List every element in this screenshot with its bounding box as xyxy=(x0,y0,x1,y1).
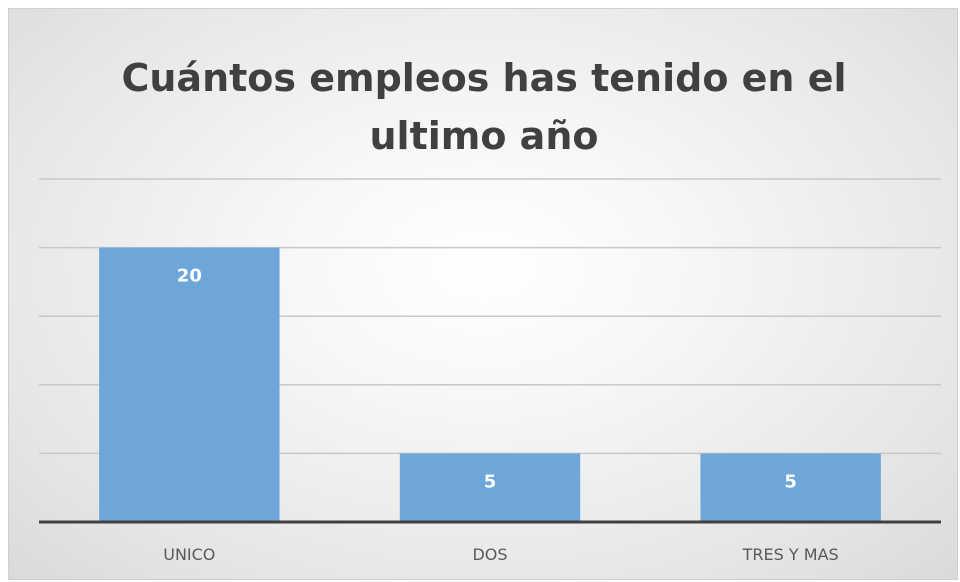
bar-plot: 20 UNICO 5 DOS 5 TRES Y MAS xyxy=(39,178,941,564)
chart-title: Cuántos empleos has tenido en el ultimo … xyxy=(9,49,957,165)
category-label: TRES Y MAS xyxy=(742,545,839,564)
data-label: 5 xyxy=(784,471,797,492)
data-label: 20 xyxy=(177,266,202,287)
bar-unico xyxy=(99,247,280,522)
bar-dos xyxy=(399,453,581,522)
category-label: DOS xyxy=(472,545,507,564)
chart-title-line-1: Cuántos empleos has tenido en el xyxy=(121,56,847,100)
chart-title-line-2: ultimo año xyxy=(369,114,599,158)
data-label: 5 xyxy=(484,471,497,492)
bar-tres-y-mas xyxy=(700,453,881,522)
category-label: UNICO xyxy=(163,545,215,564)
chart-area: Cuántos empleos has tenido en el ultimo … xyxy=(8,8,958,580)
